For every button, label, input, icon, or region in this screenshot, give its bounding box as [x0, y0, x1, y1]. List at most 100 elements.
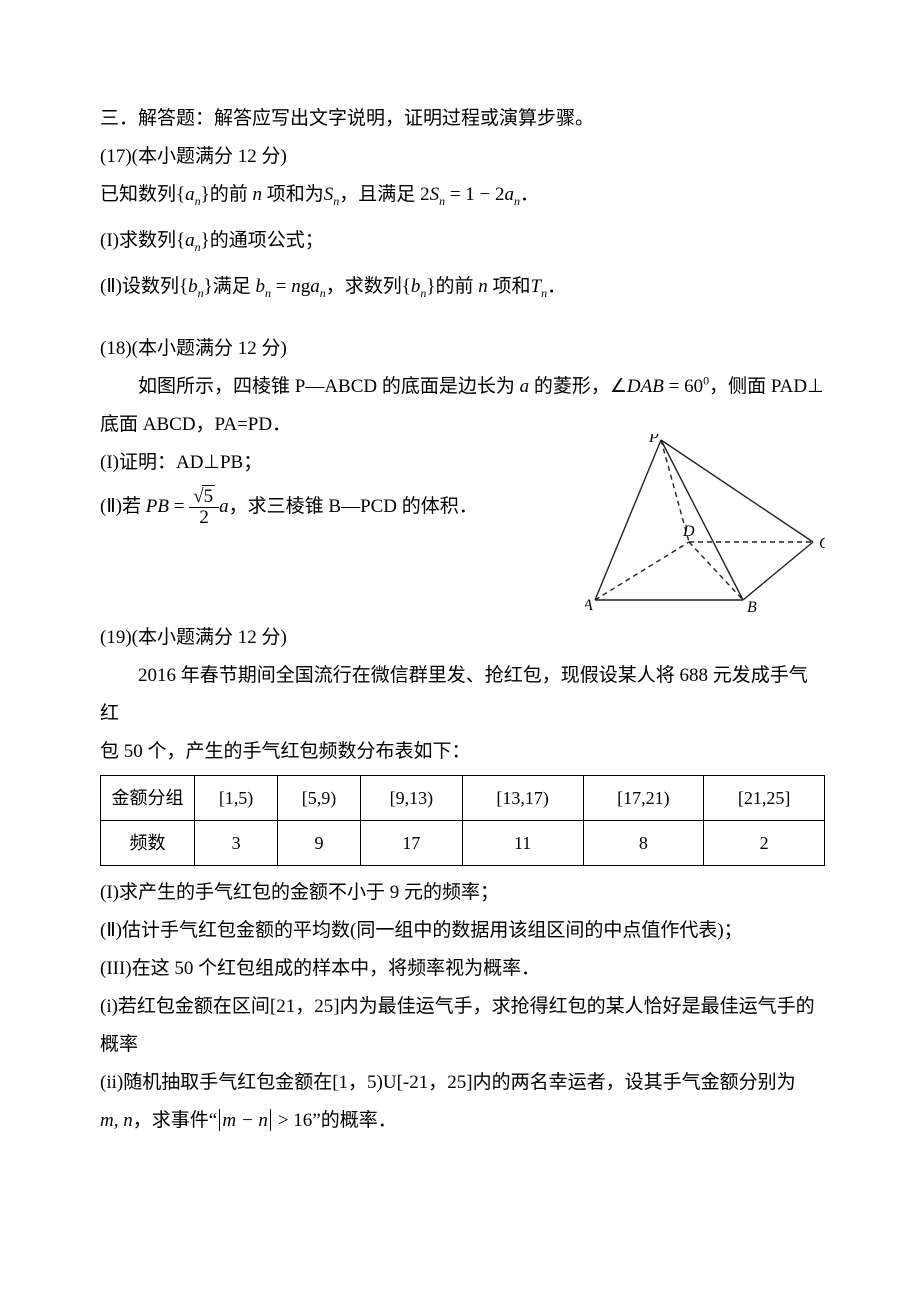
frequency-table: 金额分组 [1,5) [5,9) [9,13) [13,17) [17,21) …: [100, 775, 825, 866]
q17-stem: 已知数列an的前 n 项和为Sn，且满足 2Sn = 1 − 2an．: [100, 176, 825, 214]
eqpart: = 1 − 2: [445, 184, 504, 205]
angle: ∠DAB = 600: [610, 376, 709, 397]
svg-text:C: C: [819, 535, 825, 552]
PB: PB: [141, 496, 174, 517]
a: a: [219, 496, 229, 517]
lbl: (Ⅱ)设数列: [100, 276, 179, 297]
table-row-values: 频数 3 9 17 11 8 2: [101, 821, 825, 866]
inner: m − n: [222, 1110, 268, 1131]
tail2: 项和: [493, 276, 531, 297]
val-4: 8: [583, 821, 704, 866]
val-0: 3: [195, 821, 278, 866]
t: ，且满足: [339, 184, 415, 205]
eq: bn = ngan: [256, 276, 326, 297]
eq: =: [271, 276, 291, 297]
brace-bn2: bn: [402, 276, 436, 297]
t: ，求事件“: [133, 1110, 217, 1131]
a: a: [505, 184, 515, 205]
q19-part1: (I)求产生的手气红包的金额不小于 9 元的频率；: [100, 874, 825, 912]
table-row-header: 金额分组 [1,5) [5,9) [9,13) [13,17) [17,21) …: [101, 776, 825, 821]
q17-part1: (I)求数列an的通项公式；: [100, 222, 825, 260]
T: T: [531, 276, 542, 297]
gt: > 16: [273, 1110, 312, 1131]
n: n: [291, 276, 301, 297]
b: b: [256, 276, 266, 297]
t: 的前: [210, 184, 248, 205]
mid2: ，求数列: [326, 276, 402, 297]
a: a: [310, 276, 320, 297]
fraction: 5 2: [189, 487, 219, 528]
t: 如图所示，四棱锥 P—ABCD 的底面是边长为: [138, 376, 515, 397]
lbl: (Ⅱ)若: [100, 496, 141, 517]
tail1: 的前: [436, 276, 474, 297]
name: DAB: [627, 376, 664, 397]
eq: = 60: [664, 376, 703, 397]
period: ．: [547, 276, 566, 297]
a: a: [185, 230, 195, 251]
mid: 满足: [213, 276, 251, 297]
t: 的菱形，: [534, 376, 610, 397]
col-label: 金额分组: [101, 776, 195, 821]
q19-part2: (Ⅱ)估计手气红包金额的平均数(同一组中的数据用该组区间的中点值作代表)；: [100, 912, 825, 950]
eq: 2Sn = 1 − 2an: [420, 184, 520, 205]
n: n: [198, 286, 204, 300]
mn: m, n: [100, 1110, 133, 1131]
val-5: 2: [704, 821, 825, 866]
section-intro: 三．解答题：解答应写出文字说明，证明过程或演算步骤。: [100, 100, 825, 138]
n: n: [195, 194, 201, 208]
q18-body: (I)证明：AD⊥PB； (Ⅱ)若 PB = 5 2 a，求三棱锥 B—PCD …: [100, 444, 825, 531]
eq: =: [174, 496, 185, 517]
t: 已知数列: [100, 184, 176, 205]
q18-header: (18)(本小题满分 12 分): [100, 330, 825, 368]
q19-part3i: (i)若红包金额在区间[21，25]内为最佳运气手，求抢得红包的某人恰好是最佳运…: [100, 988, 825, 1064]
radicand: 5: [202, 485, 216, 507]
q19-stem-l1: 2016 年春节期间全国流行在微信群里发、抢红包，现假设某人将 688 元发成手…: [100, 657, 825, 733]
pyramid-diagram: P A B C D: [585, 434, 825, 624]
q19-part3ii-a: (ii)随机抽取手气红包金额在[1，5)U[-21，25]内的两名幸运者，设其手…: [100, 1064, 825, 1102]
q19-part3: (III)在这 50 个红包组成的样本中，将频率视为概率．: [100, 950, 825, 988]
t: 项和为: [267, 184, 324, 205]
q19-part3ii-b: m, n，求事件“m − n > 16”的概率．: [100, 1102, 825, 1140]
svg-text:D: D: [682, 523, 695, 540]
n: n: [195, 240, 201, 254]
S: S: [430, 184, 440, 205]
sym: ∠: [610, 376, 627, 397]
a: a: [515, 376, 534, 397]
val-1: 9: [278, 821, 361, 866]
q17-part2: (Ⅱ)设数列bn满足 bn = ngan，求数列bn的前 n 项和Tn．: [100, 268, 825, 306]
b: b: [411, 276, 421, 297]
S: S: [324, 184, 334, 205]
col-1: [5,9): [278, 776, 361, 821]
col-0: [1,5): [195, 776, 278, 821]
n: n: [248, 184, 267, 205]
svg-text:B: B: [747, 599, 757, 616]
col-5: [21,25]: [704, 776, 825, 821]
brace-an: an: [176, 230, 210, 251]
q17-header: (17)(本小题满分 12 分): [100, 138, 825, 176]
g: g: [301, 276, 311, 297]
lbl: (I)求数列: [100, 230, 176, 251]
edges: [595, 440, 813, 600]
svg-text:A: A: [585, 597, 593, 614]
n: n: [420, 286, 426, 300]
svg-text:P: P: [648, 434, 659, 446]
denominator: 2: [189, 508, 219, 528]
q19-stem-l2: 包 50 个，产生的手气红包频数分布表如下：: [100, 733, 825, 771]
n: n: [474, 276, 493, 297]
t: ”的概率．: [312, 1110, 396, 1131]
t: ，侧面 PAD⊥: [709, 376, 824, 397]
brace-bn: bn: [179, 276, 213, 297]
val-3: 11: [462, 821, 583, 866]
q18-stem-l1: 如图所示，四棱锥 P—ABCD 的底面是边长为 a 的菱形，∠DAB = 600…: [100, 368, 825, 406]
q19-header: (19)(本小题满分 12 分): [100, 619, 825, 657]
period: ．: [520, 184, 539, 205]
abs: m − n: [217, 1110, 273, 1131]
col-2: [9,13): [360, 776, 462, 821]
val-2: 17: [360, 821, 462, 866]
row-label: 频数: [101, 821, 195, 866]
col-4: [17,21): [583, 776, 704, 821]
tail: ，求三棱锥 B—PCD 的体积．: [229, 496, 478, 517]
sqrt-icon: 5: [193, 487, 215, 507]
tail: 的通项公式；: [210, 230, 324, 251]
col-3: [13,17): [462, 776, 583, 821]
